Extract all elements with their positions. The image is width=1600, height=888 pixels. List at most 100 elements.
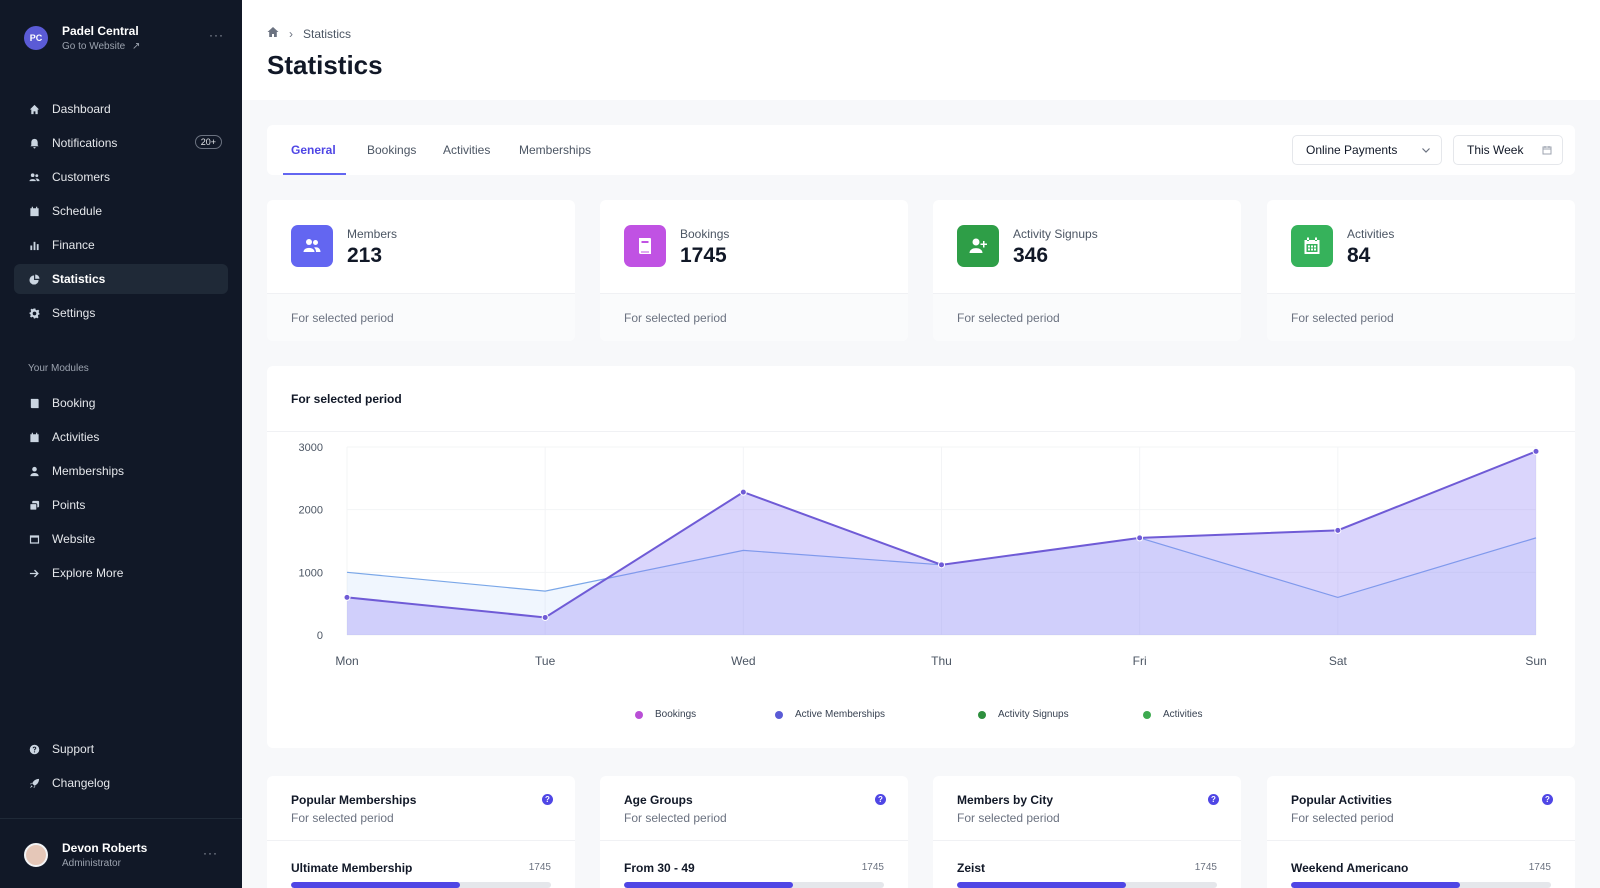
- stat-label: Bookings: [680, 227, 730, 241]
- breadcrumb: › Statistics: [267, 26, 351, 41]
- page-title: Statistics: [267, 50, 383, 80]
- nav-item-explore-more[interactable]: Explore More: [14, 558, 228, 588]
- legend-item-activities[interactable]: Activities: [1143, 709, 1202, 720]
- legend-label: Activities: [1163, 709, 1203, 720]
- stat-card-members: Members 213 For selected period: [267, 200, 575, 341]
- stat-icon-box: [1291, 225, 1333, 267]
- y-tick-label: 1000: [299, 567, 323, 579]
- x-tick-label: Sat: [1329, 654, 1348, 668]
- stat-card-activity-signups: Activity Signups 346 For selected period: [933, 200, 1241, 341]
- x-tick-label: Wed: [731, 654, 755, 668]
- data-point: [739, 488, 747, 496]
- panel-row-value: 1745: [528, 862, 551, 873]
- panel-row-label: Zeist: [957, 861, 986, 875]
- go-to-website-label: Go to Website: [62, 41, 126, 52]
- user-icon: [28, 465, 40, 477]
- nav-item-points[interactable]: Points: [14, 490, 228, 520]
- nav-item-booking[interactable]: Booking: [14, 388, 228, 418]
- x-tick-label: Thu: [931, 654, 952, 668]
- nav-item-dashboard[interactable]: Dashboard: [14, 94, 228, 124]
- stat-footer: For selected period: [267, 293, 575, 341]
- period-filter-value: This Week: [1467, 143, 1524, 157]
- nav-item-website[interactable]: Website: [14, 524, 228, 554]
- help-icon[interactable]: ?: [875, 794, 886, 805]
- user-menu-button[interactable]: ···: [203, 846, 218, 860]
- stat-footer: For selected period: [933, 293, 1241, 341]
- panel-row-value: 1745: [1194, 862, 1217, 873]
- progress-fill: [1291, 882, 1460, 888]
- help-icon[interactable]: ?: [542, 794, 553, 805]
- nav-item-finance[interactable]: Finance: [14, 230, 228, 260]
- legend-dot: [978, 710, 986, 719]
- legend-label: Bookings: [655, 709, 697, 720]
- series-area-1: [347, 451, 1536, 635]
- legend-dot: [635, 710, 643, 719]
- help-icon[interactable]: ?: [1208, 794, 1219, 805]
- notifications-badge: 20+: [194, 135, 222, 149]
- progress-fill: [291, 882, 460, 888]
- stat-value: 213: [347, 244, 383, 267]
- chevron-down-icon: [1422, 148, 1430, 153]
- nav-item-notifications[interactable]: Notifications 20+: [14, 128, 228, 158]
- stat-card-activities: Activities 84 For selected period: [1267, 200, 1575, 341]
- tab-memberships[interactable]: Memberships: [519, 143, 592, 157]
- tab-bookings[interactable]: Bookings: [367, 143, 417, 157]
- org-switcher[interactable]: PC Padel Central Go to Website ↗ ···: [24, 22, 224, 56]
- stat-label: Members: [347, 227, 398, 241]
- page-header: › Statistics Statistics: [242, 0, 1600, 100]
- x-tick-label: Tue: [535, 654, 556, 668]
- org-name: Padel Central: [62, 24, 139, 38]
- data-point: [938, 561, 945, 569]
- series-area-0: [347, 537, 1536, 635]
- chevron-right-icon: ›: [289, 26, 293, 41]
- help-icon[interactable]: ?: [1542, 794, 1553, 805]
- panel-title: Age Groups: [624, 793, 693, 807]
- book-icon: [639, 238, 651, 254]
- panel-row-label: Ultimate Membership: [291, 861, 413, 875]
- users-icon: [28, 171, 40, 183]
- tab-activities[interactable]: Activities: [443, 143, 491, 157]
- go-to-website-link[interactable]: Go to Website ↗: [62, 41, 140, 52]
- calendar-icon: [1304, 237, 1320, 254]
- panel-popular-activities: Popular Activities For selected period ?…: [1267, 776, 1575, 888]
- panel-row-value: 1745: [861, 862, 884, 873]
- payment-filter-value: Online Payments: [1306, 143, 1398, 157]
- payment-filter-select[interactable]: Online Payments: [1292, 135, 1442, 165]
- org-menu-button[interactable]: ···: [209, 28, 224, 42]
- user-profile[interactable]: Devon Roberts Administrator ···: [0, 818, 242, 888]
- divider: [267, 840, 575, 841]
- panel-subtitle: For selected period: [291, 811, 394, 825]
- legend-item-bookings[interactable]: Bookings: [635, 709, 696, 720]
- nav-item-label: Website: [52, 532, 96, 546]
- breadcrumb-current: Statistics: [303, 26, 352, 41]
- sidebar: PC Padel Central Go to Website ↗ ··· Das…: [0, 0, 242, 888]
- panel-row-value: 1745: [1528, 862, 1551, 873]
- legend-item-active-memberships[interactable]: Active Memberships: [775, 709, 885, 720]
- nav-item-settings[interactable]: Settings: [14, 298, 228, 328]
- nav-item-memberships[interactable]: Memberships: [14, 456, 228, 486]
- nav-item-customers[interactable]: Customers: [14, 162, 228, 192]
- pie-chart-icon: [28, 273, 40, 285]
- home-icon[interactable]: [267, 26, 279, 41]
- stat-footer: For selected period: [600, 293, 908, 341]
- nav-item-label: Changelog: [52, 776, 111, 790]
- data-point: [1532, 447, 1540, 455]
- nav-item-schedule[interactable]: Schedule: [14, 196, 228, 226]
- nav-item-activities[interactable]: Activities: [14, 422, 228, 452]
- nav-item-label: Points: [52, 498, 86, 512]
- legend-label: Active Memberships: [795, 709, 886, 720]
- nav-item-statistics[interactable]: Statistics: [14, 264, 228, 294]
- legend-dot: [1143, 710, 1151, 719]
- y-tick-label: 0: [317, 630, 323, 642]
- stat-icon-box: [291, 225, 333, 267]
- legend-item-activity-signups[interactable]: Activity Signups: [978, 709, 1069, 720]
- chart-card: For selected period 0 1000 2000 3000 Mon Tue W…: [267, 366, 1575, 748]
- divider: [1267, 840, 1575, 841]
- nav-item-support[interactable]: Support: [14, 734, 228, 764]
- nav-item-changelog[interactable]: Changelog: [14, 768, 228, 798]
- legend-dot: [775, 710, 783, 719]
- panel-title: Members by City: [957, 793, 1054, 807]
- period-filter-select[interactable]: This Week: [1453, 135, 1563, 165]
- y-tick-label: 2000: [299, 505, 323, 517]
- tab-general[interactable]: General: [283, 125, 346, 175]
